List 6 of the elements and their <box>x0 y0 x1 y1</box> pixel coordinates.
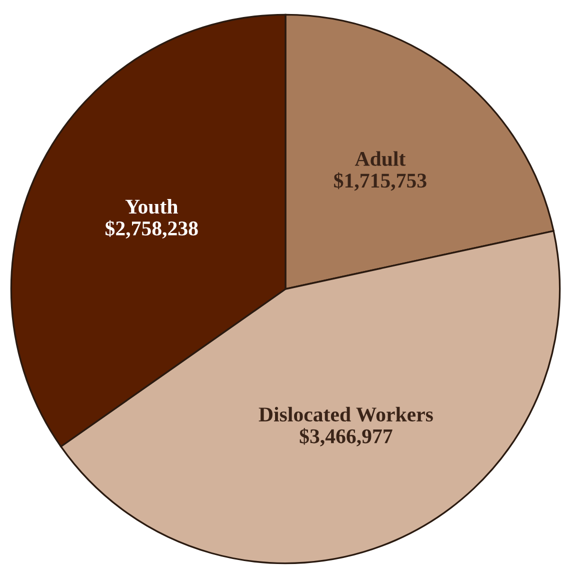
slice-label: Youth <box>125 199 178 214</box>
data-label: $1,715,753 <box>334 172 426 191</box>
slice-label: Adult <box>354 151 406 166</box>
data-label: $2,758,238 <box>106 220 198 239</box>
data-label: $3,466,977 <box>300 428 392 446</box>
slice-label: Dislocated Workers <box>258 406 433 422</box>
